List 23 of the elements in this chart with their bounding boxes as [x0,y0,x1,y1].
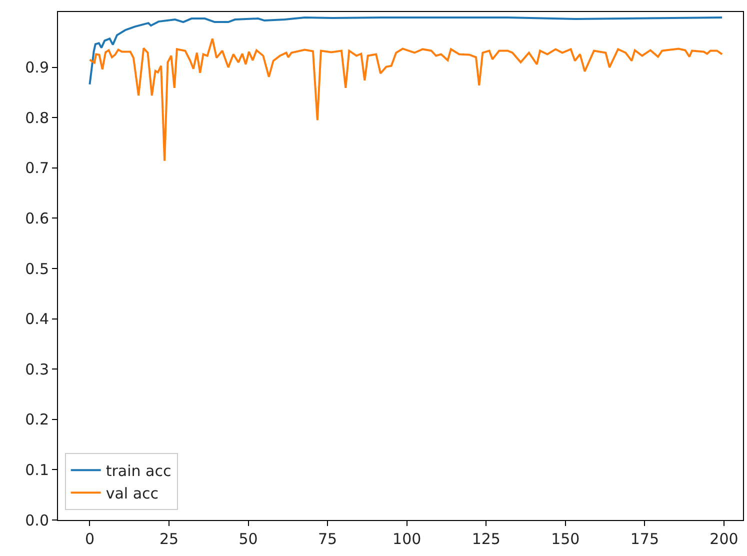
y-tick-label: 0.8 [25,108,49,127]
x-tick-label: 200 [710,530,738,548]
x-tick-label: 0 [84,530,94,548]
x-tick-label: 150 [551,530,580,548]
x-tick-label: 50 [238,530,258,548]
x-tick-label: 100 [392,530,422,548]
legend-label: train acc [106,462,172,480]
y-tick-label: 0.3 [25,360,49,378]
y-tick-label: 0.4 [25,310,49,328]
line-series [88,38,724,162]
x-tick-label: 75 [318,530,338,548]
y-tick-label: 0.6 [25,209,49,228]
y-tick-label: 0.9 [25,58,49,77]
x-tick-label: 125 [472,530,500,548]
line-series [88,16,724,86]
y-tick-label: 0.5 [25,260,49,278]
legend-label: val acc [106,484,159,502]
y-tick-label: 0.2 [25,410,49,429]
x-tick-label: 175 [630,530,660,548]
x-tick-label: 25 [159,530,179,548]
y-tick-label: 0.0 [25,511,49,530]
y-tick-label: 0.1 [25,460,49,479]
y-tick-label: 0.7 [25,159,49,178]
